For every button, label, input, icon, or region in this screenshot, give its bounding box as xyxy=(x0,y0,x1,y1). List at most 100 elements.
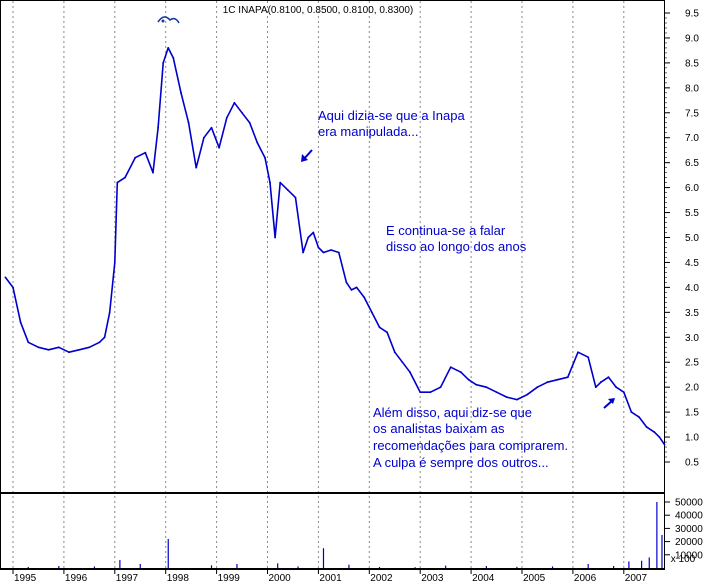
price-point xyxy=(4,276,7,279)
price-point xyxy=(355,286,358,289)
x-tick-label: 1999 xyxy=(218,573,241,582)
y-axis: 9.5 9.0 8.5 8.0 7.5 7.0 6.5 6.0 5.5 5.0 4.5 4.0 3.5 3… xyxy=(664,9,699,469)
price-point xyxy=(322,251,325,254)
price-point xyxy=(274,236,277,239)
arrow-icon xyxy=(603,398,615,409)
y-tick-label: 2.5 xyxy=(685,358,699,369)
price-point xyxy=(577,351,579,354)
price-point xyxy=(78,348,81,351)
y-tick-label: 6.0 xyxy=(685,183,699,194)
price-point xyxy=(622,391,625,394)
x-tick-label: 2005 xyxy=(523,573,546,582)
x-tick-label: 1996 xyxy=(65,573,88,582)
volume-tick-label: 40000 xyxy=(675,511,703,522)
y-tick-label: 8.5 xyxy=(685,58,699,69)
volume-tick-label: 20000 xyxy=(675,537,703,548)
price-point xyxy=(312,231,315,234)
price-point xyxy=(172,57,175,59)
price-point xyxy=(546,381,549,384)
price-point xyxy=(460,371,462,374)
arrow-icon xyxy=(301,149,313,162)
price-series-line xyxy=(4,47,666,445)
price-point xyxy=(279,181,282,184)
price-point xyxy=(157,126,159,129)
price-point xyxy=(536,386,539,389)
price-point xyxy=(37,346,40,349)
x-tick-label: 2003 xyxy=(421,573,444,582)
price-point xyxy=(449,366,452,369)
price-point xyxy=(599,381,602,384)
price-point xyxy=(615,386,618,389)
price-point xyxy=(124,176,126,179)
y-tick-label: 7.5 xyxy=(685,108,699,119)
price-point xyxy=(429,391,432,394)
x-axis: 1995 1996 1997 1998 1999 2000 2001 2002 2003 2004… xyxy=(12,569,648,582)
price-point xyxy=(653,431,656,433)
y-tick-label: 9.0 xyxy=(685,33,699,44)
price-point xyxy=(144,151,147,154)
x-tick-label: 2001 xyxy=(319,573,342,582)
price-point xyxy=(663,443,666,446)
annotation-years: E continua-se a falar disso ao longo dos… xyxy=(386,223,527,254)
price-point xyxy=(264,156,266,159)
y-tick-label: 6.5 xyxy=(685,158,699,169)
price-point xyxy=(475,383,478,386)
price-point xyxy=(108,311,111,314)
volume-tick-label: 50000 xyxy=(675,498,703,509)
price-point xyxy=(187,121,190,124)
price-point xyxy=(516,398,518,401)
x-tick-label: 2006 xyxy=(574,573,597,582)
price-point xyxy=(378,326,381,329)
price-point xyxy=(241,111,243,114)
price-points xyxy=(4,47,666,446)
y-tick-label: 3.5 xyxy=(685,308,699,319)
price-point xyxy=(587,356,590,359)
price-point xyxy=(248,121,251,124)
price-point xyxy=(116,181,119,184)
price-point xyxy=(286,189,289,192)
annotation-manipulation: Aqui dizia-se que a Inapa era manipulada… xyxy=(318,108,468,139)
price-point xyxy=(526,393,528,396)
volume-unit-label: x 100 xyxy=(671,554,696,565)
price-point xyxy=(12,286,14,289)
price-point xyxy=(370,311,373,314)
y-tick-label: 0.5 xyxy=(685,458,699,469)
y-tick-label: 1.5 xyxy=(685,408,699,419)
price-point xyxy=(495,391,498,394)
volume-tick-label: 30000 xyxy=(675,524,703,535)
x-tick-label: 2007 xyxy=(625,573,648,582)
price-point xyxy=(439,386,442,389)
price-point xyxy=(409,371,411,374)
price-point xyxy=(307,236,310,239)
chart-title: 1C INAPA(0.8100, 0.8500, 0.8100, 0.8300) xyxy=(223,5,414,16)
price-point xyxy=(57,346,60,349)
y-tick-label: 4.5 xyxy=(685,258,699,269)
annotation-analysts: Além disso, aqui diz-se que os analistas… xyxy=(373,405,572,470)
price-point xyxy=(233,101,236,104)
y-tick-label: 8.0 xyxy=(685,83,699,94)
price-point xyxy=(363,296,366,299)
volume-axis: 50000 40000 30000 20000 10000 xyxy=(664,498,703,561)
price-point xyxy=(225,116,228,119)
price-point xyxy=(607,376,610,379)
x-tick-label: 2004 xyxy=(472,573,495,582)
price-point xyxy=(98,341,101,344)
price-point xyxy=(393,351,396,354)
price-point xyxy=(68,351,70,354)
year-gridlines xyxy=(12,1,625,568)
y-tick-label: 1.0 xyxy=(685,433,699,444)
price-point xyxy=(630,411,633,414)
logo-mark xyxy=(157,16,180,24)
price-point xyxy=(202,136,205,139)
price-point xyxy=(594,386,597,389)
price-point xyxy=(566,376,569,379)
price-point xyxy=(467,378,470,381)
price-point xyxy=(256,141,259,144)
y-tick-label: 4.0 xyxy=(685,283,699,294)
price-point xyxy=(218,146,221,149)
x-tick-label: 1998 xyxy=(167,573,190,582)
price-point xyxy=(19,321,22,324)
price-point xyxy=(210,126,213,129)
y-tick-label: 7.0 xyxy=(685,133,699,144)
x-tick-label: 2002 xyxy=(370,573,393,582)
